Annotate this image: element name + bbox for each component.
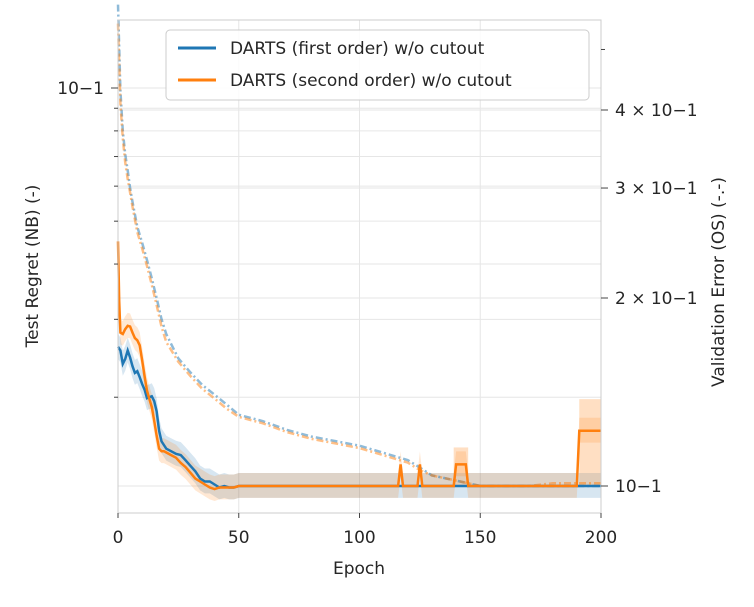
line-validation-first-order [116,4,601,488]
y-axis-right-label: Validation Error (OS) (-.-) [709,177,729,387]
y-axis-right: 10−1 2 × 10−1 3 × 10−1 4 × 10−1 [601,48,698,497]
legend-label-second-order: DARTS (second order) w/o cutout [230,71,512,91]
x-tick-label: 100 [343,528,375,548]
y-right-tick-label: 4 × 10−1 [615,101,698,121]
x-tick-label: 150 [464,528,496,548]
band-second-order [118,228,601,501]
x-tick-label: 200 [585,528,617,548]
x-tick-label: 0 [113,528,124,548]
x-tick-label: 50 [228,528,250,548]
legend-label-first-order: DARTS (first order) w/o cutout [230,39,485,59]
line-second-order [116,241,601,491]
x-axis: 0 50 100 150 200 [113,513,617,548]
y-left-tick-label: 10−1 [57,79,104,99]
y-axis-left-label: Test Regret (NB) (-) [23,185,43,349]
y-right-tick-label: 3 × 10−1 [615,179,698,199]
line-validation-second-order [116,23,601,488]
x-axis-label: Epoch [333,559,385,579]
series-lines [116,4,601,491]
y-right-tick-label: 10−1 [615,477,662,497]
legend: DARTS (first order) w/o cutout DARTS (se… [165,29,590,101]
band-second-order-bump [453,447,469,486]
y-axis-left: 10−1 [57,79,118,398]
y-right-tick-label: 2 × 10−1 [615,289,698,309]
grid [117,20,602,513]
band-second-order-spike [579,399,601,486]
legend-box [165,29,590,101]
